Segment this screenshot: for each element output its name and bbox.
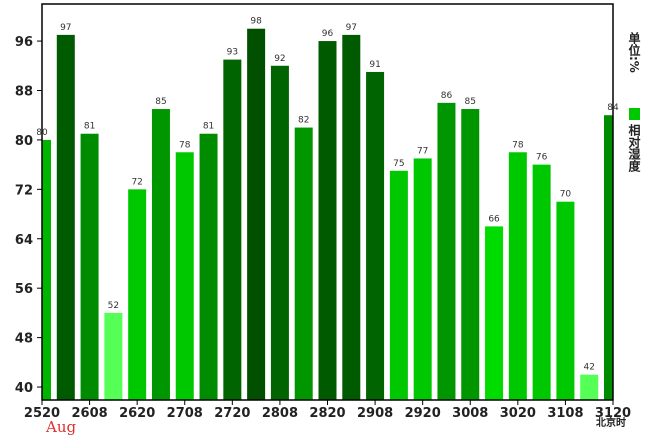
value-label: 86	[441, 91, 453, 101]
x-tick-label: 2720	[214, 406, 250, 421]
time-label: 北京时	[596, 416, 626, 429]
value-label: 66	[488, 214, 500, 224]
bar	[247, 28, 266, 400]
x-tick-label: 3020	[500, 406, 536, 421]
value-label: 42	[583, 363, 594, 373]
bar	[56, 34, 75, 400]
x-tick-label: 2620	[119, 406, 155, 421]
bar	[342, 34, 361, 400]
bar	[294, 127, 313, 400]
plot-bars	[42, 28, 613, 400]
value-label: 93	[227, 48, 238, 58]
y-tick-label: 56	[15, 282, 33, 297]
value-label: 82	[298, 116, 309, 126]
x-tick-label: 3120	[595, 406, 631, 421]
bar	[151, 109, 170, 400]
month-label: Aug	[45, 418, 76, 436]
value-label: 85	[155, 97, 166, 107]
bar	[366, 71, 385, 400]
x-tick-label: 2820	[309, 406, 345, 421]
value-label: 80	[36, 128, 48, 138]
y-tick-label: 80	[15, 134, 33, 149]
y-tick-label: 48	[15, 332, 33, 347]
x-tick-label: 2908	[357, 406, 393, 421]
x-tick-label: 2808	[262, 406, 298, 421]
value-label: 52	[108, 301, 119, 311]
value-label: 78	[179, 140, 191, 150]
bar	[223, 59, 242, 400]
bar	[437, 102, 456, 400]
value-label: 78	[512, 140, 524, 150]
value-label: 72	[131, 177, 142, 187]
value-label: 96	[322, 29, 334, 39]
y-tick-label: 96	[15, 35, 33, 50]
value-label: 97	[346, 23, 357, 33]
value-label: 98	[250, 17, 262, 27]
x-tick-label: 3008	[452, 406, 488, 421]
value-label: 77	[417, 146, 428, 156]
value-label: 76	[536, 153, 548, 163]
value-label: 92	[274, 54, 285, 64]
bar	[270, 65, 289, 400]
x-tick-label: 2520	[24, 406, 60, 421]
bar	[128, 189, 147, 400]
bar	[604, 115, 613, 400]
bar	[580, 374, 599, 400]
legend-swatch	[629, 108, 640, 120]
bar	[175, 152, 194, 400]
y-tick-label: 64	[15, 233, 33, 248]
value-label: 97	[60, 23, 71, 33]
bar	[461, 109, 480, 400]
bar	[104, 312, 123, 400]
bar	[508, 152, 527, 400]
bar	[42, 139, 51, 400]
legend-label: 相对湿度	[627, 123, 641, 173]
x-tick-label: 2920	[405, 406, 441, 421]
y-tick-label: 72	[15, 183, 33, 198]
value-label: 91	[369, 60, 380, 70]
bar	[532, 164, 551, 400]
bar	[199, 133, 218, 400]
value-label: 70	[560, 190, 572, 200]
x-tick-label: 3108	[547, 406, 583, 421]
unit-label: 单位:%	[627, 31, 641, 73]
value-label: 81	[203, 122, 214, 132]
value-label: 85	[465, 97, 476, 107]
bar	[80, 133, 99, 400]
value-label: 84	[607, 103, 619, 113]
bar	[556, 201, 575, 400]
bar	[389, 170, 408, 400]
x-tick-label: 2608	[71, 406, 107, 421]
bar	[485, 226, 504, 400]
bar	[318, 41, 337, 400]
bar	[413, 158, 432, 400]
value-label: 75	[393, 159, 404, 169]
y-tick-label: 40	[15, 381, 33, 396]
x-tick-label: 2708	[167, 406, 203, 421]
y-tick-label: 88	[15, 84, 33, 99]
value-label: 81	[84, 122, 95, 132]
